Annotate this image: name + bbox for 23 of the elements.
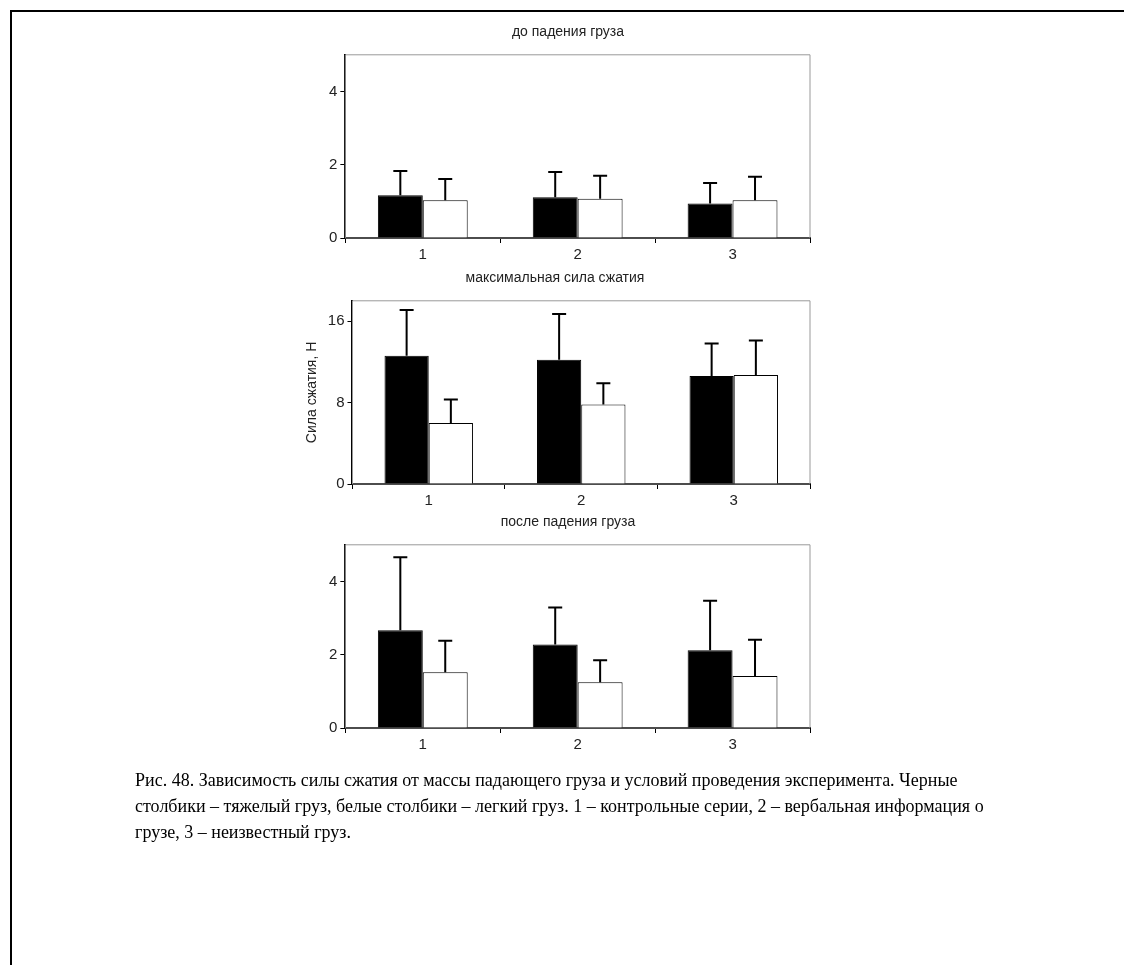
- y-tick-label: 0: [329, 718, 338, 736]
- x-tick-label: 2: [573, 245, 582, 263]
- x-tick-label: 1: [418, 735, 427, 753]
- chart-title: максимальная сила сжатия: [465, 269, 645, 286]
- y-tick-label: 2: [329, 154, 338, 172]
- x-tick-label: 1: [424, 491, 433, 509]
- x-tick-label: 3: [728, 245, 737, 263]
- y-tick-label: 2: [329, 644, 338, 662]
- y-tick-label: 8: [336, 392, 345, 410]
- y-tick-label: 16: [327, 311, 345, 329]
- x-tick-label: 3: [728, 735, 737, 753]
- x-tick-label: 1: [418, 245, 427, 263]
- y-tick-label: 4: [329, 571, 338, 589]
- text: Рис. 48. Зависимость силы сжатия от массы падающего груза и условий проведения эксперимента. Черные столбики – тяжелый груз, белые столбики – легкий груз. 1 – контрольные серии, 2 – вербальная информация о грузе, 3 – неизвестный груз.: [135, 769, 985, 844]
- chart-title: до падения груза: [511, 23, 625, 40]
- y-tick-label: 4: [329, 81, 338, 99]
- y-axis-title: Сила сжатия, Н: [303, 341, 320, 444]
- chart-title: после падения груза: [500, 513, 636, 530]
- x-tick-label: 2: [577, 491, 586, 509]
- x-tick-label: 2: [573, 735, 582, 753]
- y-tick-label: 0: [336, 474, 345, 492]
- x-tick-label: 3: [729, 491, 738, 509]
- y-tick-label: 0: [329, 228, 338, 246]
